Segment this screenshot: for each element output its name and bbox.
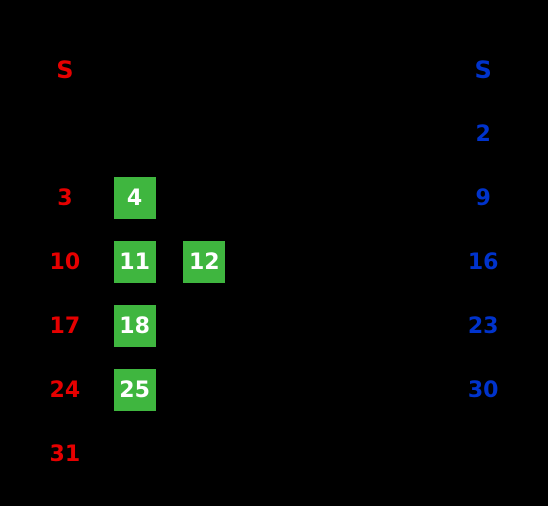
- weekday-header-fri: F: [379, 38, 449, 102]
- day-cell[interactable]: 12: [169, 230, 239, 294]
- day-number: 20: [259, 314, 290, 339]
- day-cell[interactable]: 1: [379, 102, 449, 166]
- week-row: 3 4 5 6 7 8 9: [30, 166, 518, 230]
- day-cell[interactable]: 28: [309, 358, 379, 422]
- day-cell[interactable]: 27: [239, 358, 309, 422]
- day-number: 11: [119, 250, 150, 275]
- day-cell[interactable]: 19: [169, 294, 239, 358]
- day-cell[interactable]: [169, 422, 239, 486]
- weekday-header-mon: M: [100, 38, 170, 102]
- day-cell[interactable]: 21: [309, 294, 379, 358]
- week-row: 1 2: [30, 102, 518, 166]
- day-number: 30: [468, 378, 499, 403]
- day-cell[interactable]: 31: [30, 422, 100, 486]
- calendar: S M T W T F S 1 2 3 4 5 6 7 8 9 10 11 12…: [0, 0, 548, 506]
- day-number: 15: [398, 250, 429, 275]
- day-cell[interactable]: 4: [100, 166, 170, 230]
- week-row: 24 25 26 27 28 29 30: [30, 358, 518, 422]
- day-cell[interactable]: [239, 102, 309, 166]
- day-number: 21: [328, 314, 359, 339]
- day-cell[interactable]: 20: [239, 294, 309, 358]
- day-number: 23: [468, 314, 499, 339]
- day-number: 6: [266, 186, 281, 211]
- day-cell[interactable]: [30, 102, 100, 166]
- day-cell[interactable]: 6: [239, 166, 309, 230]
- day-cell[interactable]: 22: [379, 294, 449, 358]
- day-number: 3: [57, 186, 72, 211]
- day-number: 27: [259, 378, 290, 403]
- day-cell[interactable]: [100, 102, 170, 166]
- day-number: 4: [127, 186, 142, 211]
- day-number: 16: [468, 250, 499, 275]
- day-cell[interactable]: 3: [30, 166, 100, 230]
- week-row: 10 11 12 13 14 15 16: [30, 230, 518, 294]
- weekday-header-row: S M T W T F S: [30, 38, 518, 102]
- day-cell[interactable]: 24: [30, 358, 100, 422]
- day-number: 25: [119, 378, 150, 403]
- day-cell[interactable]: 5: [169, 166, 239, 230]
- weekday-header-sat: S: [448, 38, 518, 102]
- day-cell[interactable]: [309, 102, 379, 166]
- weekday-header-thu: T: [309, 38, 379, 102]
- day-number: 9: [476, 186, 491, 211]
- day-number: 10: [50, 250, 81, 275]
- day-cell[interactable]: [169, 102, 239, 166]
- day-cell[interactable]: 30: [448, 358, 518, 422]
- day-cell[interactable]: 15: [379, 230, 449, 294]
- day-cell[interactable]: 23: [448, 294, 518, 358]
- day-number: 17: [50, 314, 81, 339]
- day-number: 31: [50, 442, 81, 467]
- day-cell[interactable]: 14: [309, 230, 379, 294]
- day-cell[interactable]: 9: [448, 166, 518, 230]
- day-number: 22: [398, 314, 429, 339]
- day-number: 26: [189, 378, 220, 403]
- day-cell[interactable]: 26: [169, 358, 239, 422]
- day-number: 24: [50, 378, 81, 403]
- week-row: 17 18 19 20 21 22 23: [30, 294, 518, 358]
- day-number: 8: [406, 186, 421, 211]
- day-cell[interactable]: 18: [100, 294, 170, 358]
- day-number: 19: [189, 314, 220, 339]
- day-cell[interactable]: 16: [448, 230, 518, 294]
- day-cell[interactable]: 10: [30, 230, 100, 294]
- day-cell[interactable]: 8: [379, 166, 449, 230]
- day-cell[interactable]: [448, 422, 518, 486]
- day-number: 28: [328, 378, 359, 403]
- day-cell[interactable]: 13: [239, 230, 309, 294]
- day-number: 5: [197, 186, 212, 211]
- day-number: 18: [119, 314, 150, 339]
- day-number: 7: [336, 186, 351, 211]
- day-number: 2: [476, 122, 491, 147]
- day-number: 1: [406, 122, 421, 147]
- day-cell[interactable]: [379, 422, 449, 486]
- day-cell[interactable]: 25: [100, 358, 170, 422]
- day-number: 13: [259, 250, 290, 275]
- day-cell[interactable]: [239, 422, 309, 486]
- day-cell[interactable]: 29: [379, 358, 449, 422]
- day-number: 29: [398, 378, 429, 403]
- weekday-header-tue: T: [169, 38, 239, 102]
- week-row: 31: [30, 422, 518, 486]
- day-cell[interactable]: [100, 422, 170, 486]
- day-cell[interactable]: 11: [100, 230, 170, 294]
- weekday-header-wed: W: [239, 38, 309, 102]
- day-number: 14: [328, 250, 359, 275]
- day-cell[interactable]: [309, 422, 379, 486]
- day-number: 12: [189, 250, 220, 275]
- day-cell[interactable]: 2: [448, 102, 518, 166]
- day-cell[interactable]: 17: [30, 294, 100, 358]
- day-cell[interactable]: 7: [309, 166, 379, 230]
- weekday-header-sun: S: [30, 38, 100, 102]
